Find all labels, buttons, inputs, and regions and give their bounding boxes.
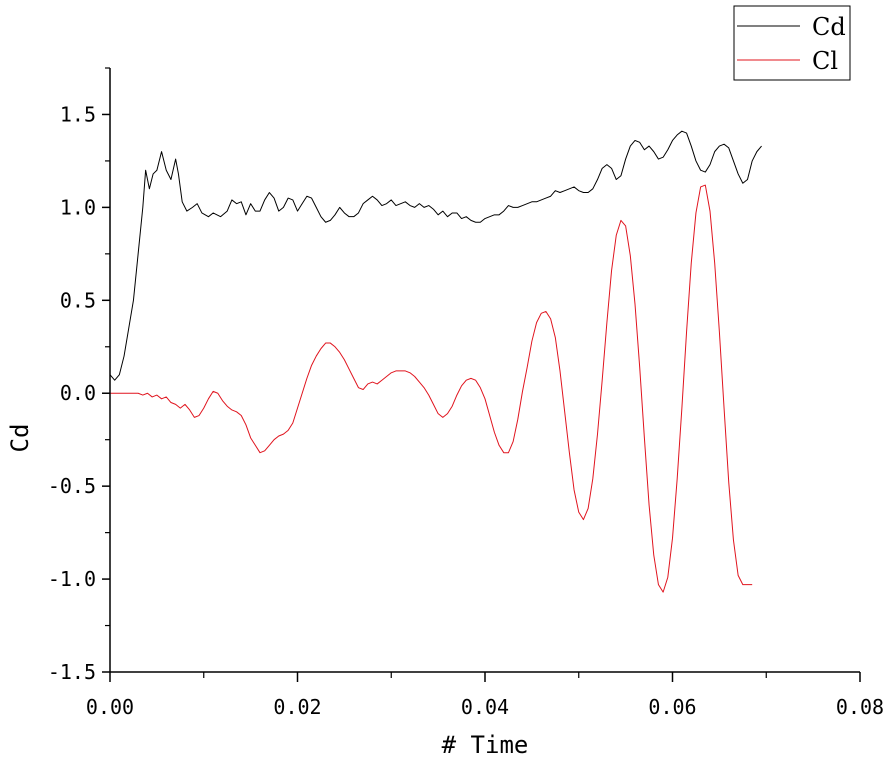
y-tick-label: -1.0 <box>48 567 96 591</box>
y-axis-title: Cd <box>6 424 34 453</box>
y-tick-label: -0.5 <box>48 474 96 498</box>
y-tick-label: 1.0 <box>60 195 96 219</box>
series-layer <box>109 130 762 593</box>
x-tick-label: 0.02 <box>273 695 321 719</box>
legend-box <box>733 5 851 81</box>
y-tick-label: 0.5 <box>60 288 96 312</box>
x-tick-label: 0.04 <box>461 695 509 719</box>
y-tick-label: 1.5 <box>60 102 96 126</box>
legend-label-cd: Cd <box>812 13 846 41</box>
y-axis-ticks: -1.5 -1.0 -0.5 0.0 0.5 1.0 1.5 <box>48 67 110 684</box>
x-tick-label: 0.06 <box>648 695 696 719</box>
series-line-cd <box>109 130 762 381</box>
x-tick-label: 0.08 <box>836 695 884 719</box>
legend: Cd Cl <box>733 5 851 81</box>
x-axis-ticks: 0.00 0.02 0.04 0.06 0.08 <box>86 672 884 719</box>
y-tick-label: -1.5 <box>48 660 96 684</box>
x-axis-title: # Time <box>442 731 529 759</box>
legend-label-cl: Cl <box>812 47 838 75</box>
axes-layer: 0.00 0.02 0.04 0.06 0.08 -1.5 -1.0 -0.5 0.0 0.5 1… <box>6 67 884 759</box>
series-line-cl <box>110 184 753 593</box>
y-tick-label: 0.0 <box>60 381 96 405</box>
x-tick-label: 0.00 <box>86 695 134 719</box>
